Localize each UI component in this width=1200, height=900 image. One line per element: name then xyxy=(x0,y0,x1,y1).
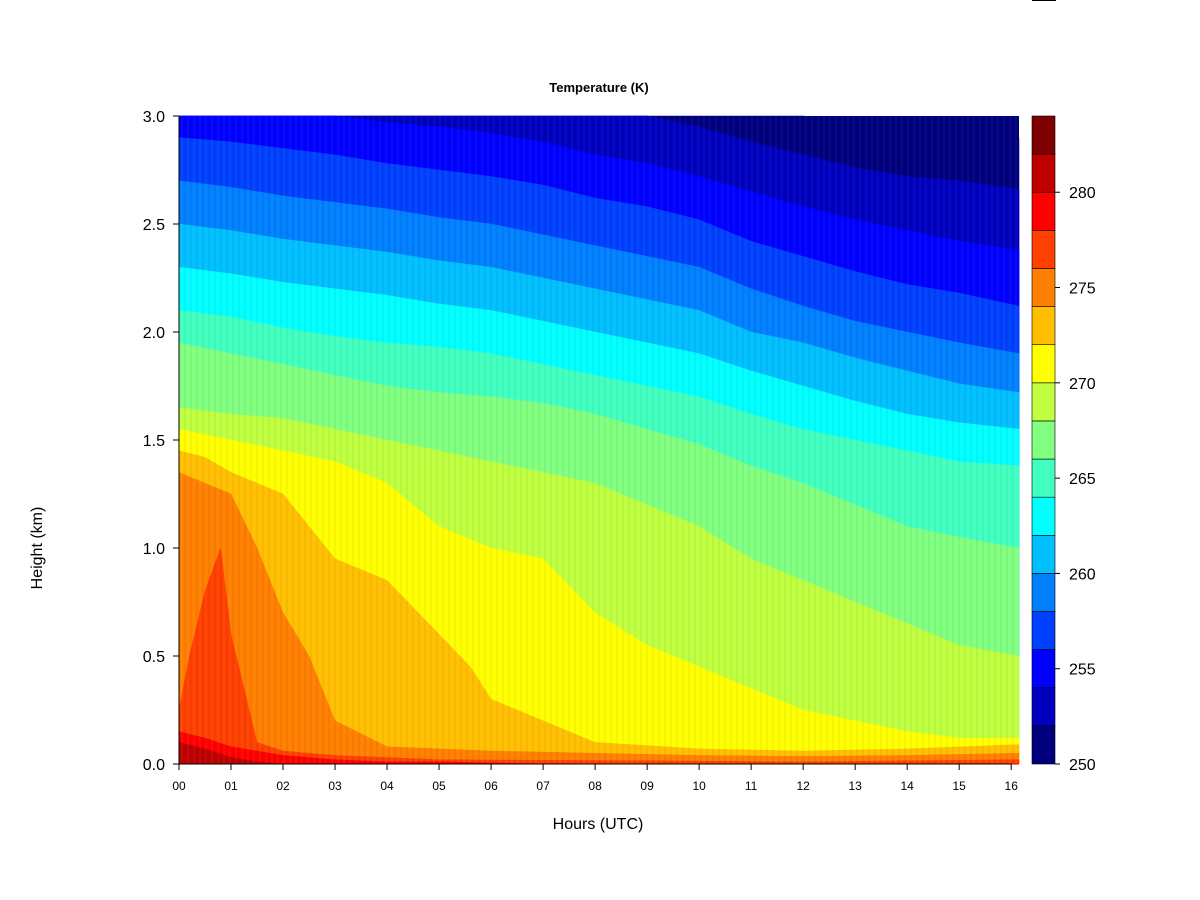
colorbar-tick-label: 280 xyxy=(1069,185,1096,202)
colorbar-swatch xyxy=(1031,687,1056,727)
x-tick-label: 00 xyxy=(172,779,186,793)
y-tick-label: 1.0 xyxy=(143,541,165,558)
y-axis: 0.0 0.5 1.0 1.5 2.0 2.5 3.0 xyxy=(143,109,180,774)
colorbar-tick-label: 265 xyxy=(1069,471,1096,488)
top-right-decoration xyxy=(1032,0,1056,1)
colorbar-swatch xyxy=(1031,230,1056,269)
x-tick-label: 13 xyxy=(848,779,862,793)
x-tick-label: 02 xyxy=(276,779,290,793)
x-tick-label: 03 xyxy=(328,779,342,793)
temperature-band-276 xyxy=(178,472,1020,765)
x-tick-label: 15 xyxy=(953,779,967,793)
y-axis-label: Height (km) xyxy=(29,507,46,590)
colorbar-swatch xyxy=(1031,458,1056,498)
x-tick-label: 07 xyxy=(536,779,550,793)
colorbar-tick-label: 270 xyxy=(1069,376,1096,393)
y-tick-label: 3.0 xyxy=(143,109,165,126)
x-axis-label: Hours (UTC) xyxy=(553,816,644,833)
x-tick-label: 05 xyxy=(432,779,446,793)
colorbar-tick-label: 275 xyxy=(1069,281,1096,298)
colorbar-tick-label: 255 xyxy=(1069,662,1096,679)
colorbar-swatch xyxy=(1031,725,1056,765)
y-tick-label: 1.5 xyxy=(143,433,165,450)
colorbar-swatch xyxy=(1031,344,1056,384)
colorbar-swatch xyxy=(1031,573,1056,612)
colorbar-swatch xyxy=(1031,420,1056,460)
x-tick-label: 11 xyxy=(745,779,758,793)
heatmap-texture xyxy=(178,116,1017,764)
colorbar-swatch xyxy=(1031,268,1056,307)
temperature-band-274 xyxy=(178,450,1020,765)
x-tick-label: 08 xyxy=(588,779,602,793)
y-tick-label: 0.5 xyxy=(143,649,165,666)
x-tick-label: 09 xyxy=(640,779,654,793)
heatmap-plot-area xyxy=(178,115,1020,765)
temperature-band-278 xyxy=(178,547,1020,765)
colorbar-swatch xyxy=(1031,382,1056,422)
chart-title: Temperature (K) xyxy=(549,80,648,95)
colorbar-swatch xyxy=(1031,611,1056,650)
x-tick-label: 10 xyxy=(692,779,706,793)
colorbar-swatch xyxy=(1031,191,1056,231)
x-tick-label: 01 xyxy=(224,779,238,793)
colorbar-swatch xyxy=(1031,115,1056,155)
y-tick-label: 0.0 xyxy=(143,757,165,774)
colorbar-tick-label: 250 xyxy=(1069,757,1096,774)
colorbar: 250 255 260 265 270 275 280 xyxy=(1031,115,1096,774)
x-axis: 00 01 02 03 04 05 06 07 08 09 10 11 12 13 14 15 16 xyxy=(172,763,1019,793)
colorbar-swatch xyxy=(1031,153,1056,193)
x-tick-label: 04 xyxy=(380,779,394,793)
x-tick-label: 16 xyxy=(1005,779,1019,793)
x-tick-label: 12 xyxy=(796,779,810,793)
colorbar-swatch xyxy=(1031,649,1056,689)
y-tick-label: 2.5 xyxy=(143,217,165,234)
colorbar-tick-label: 260 xyxy=(1069,566,1096,583)
x-tick-label: 06 xyxy=(484,779,498,793)
colorbar-swatch xyxy=(1031,496,1056,536)
x-tick-label: 14 xyxy=(900,779,914,793)
y-tick-label: 2.0 xyxy=(143,325,165,342)
colorbar-swatch xyxy=(1031,306,1056,346)
colorbar-swatch xyxy=(1031,534,1056,574)
